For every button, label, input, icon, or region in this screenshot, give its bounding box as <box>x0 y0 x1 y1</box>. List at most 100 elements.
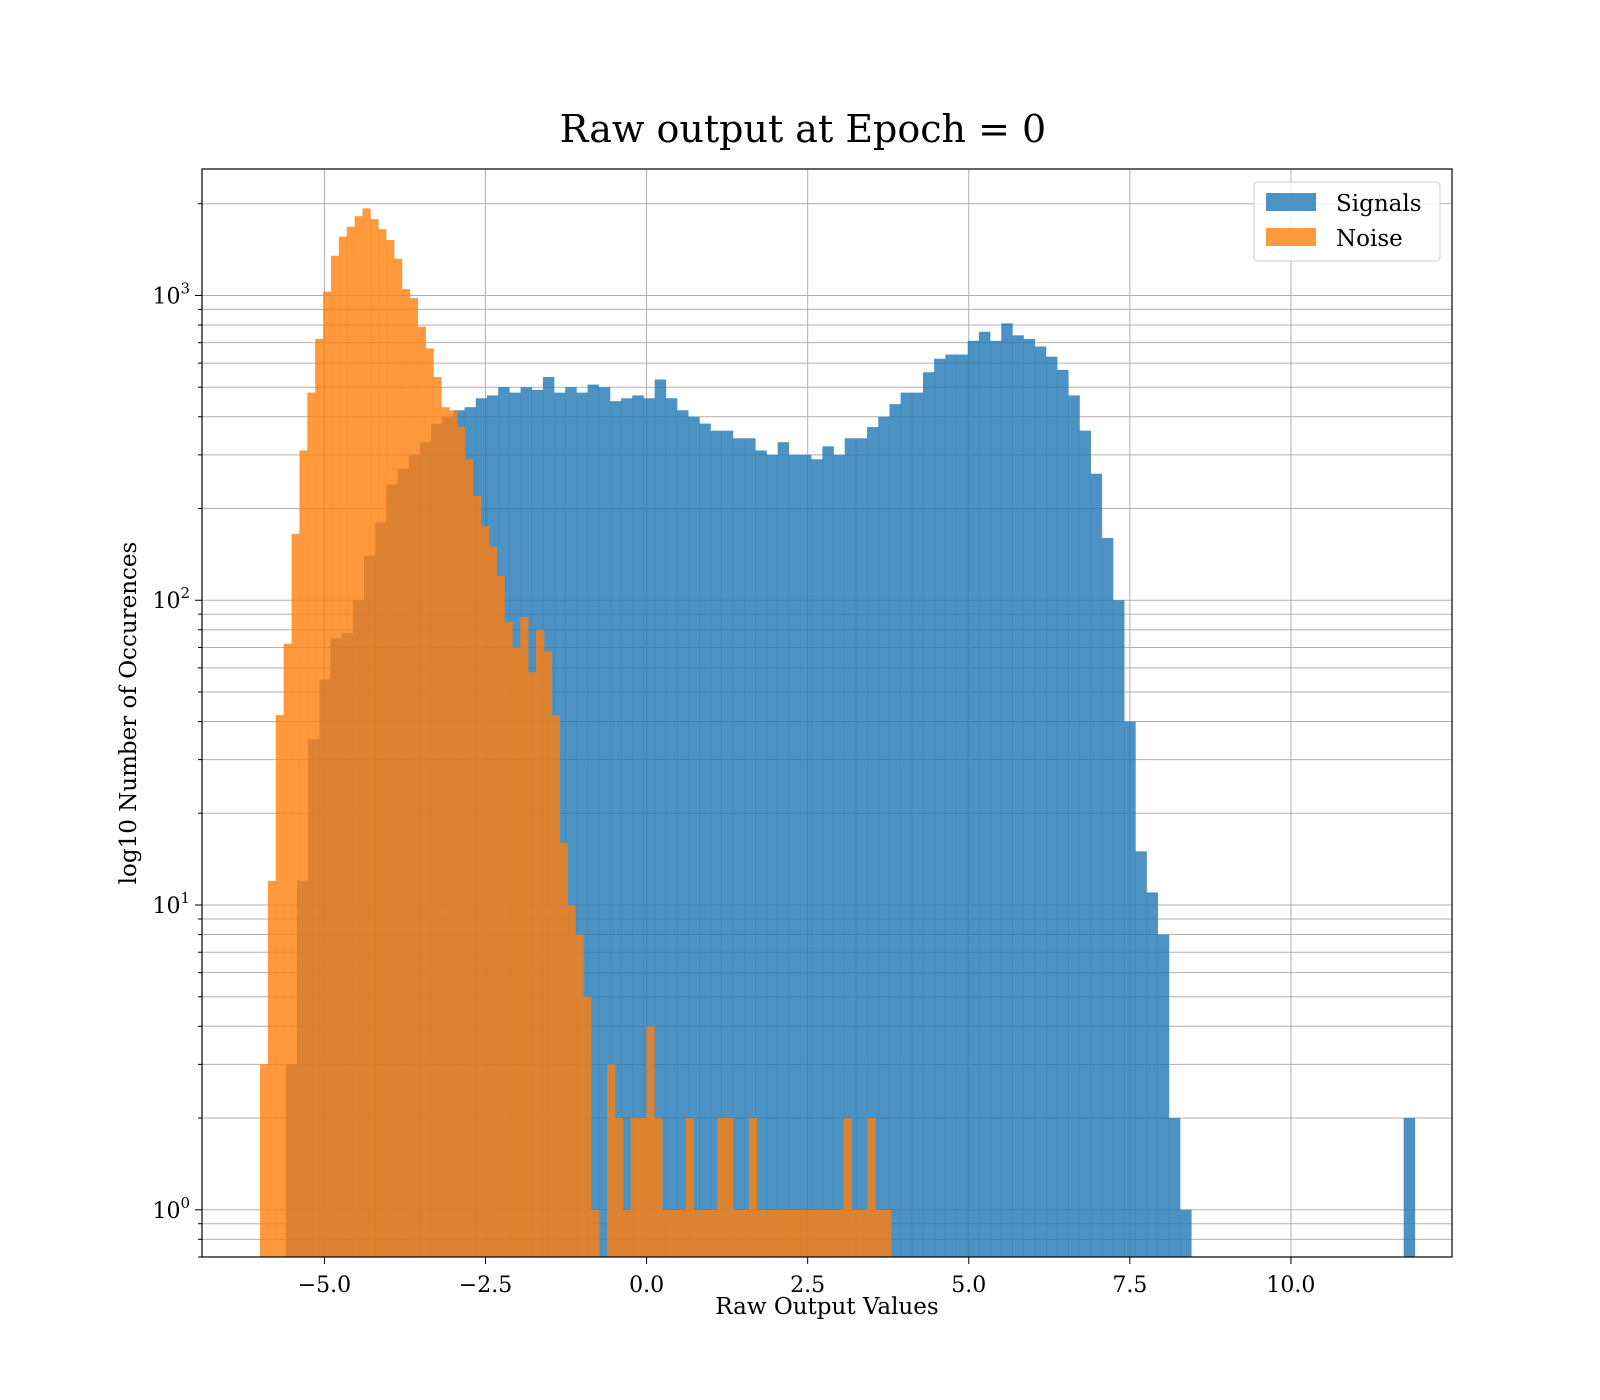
bar-noise <box>662 1209 671 1257</box>
bar-noise <box>693 1209 702 1257</box>
bar-noise <box>630 1118 639 1257</box>
bar-noise <box>827 1209 837 1257</box>
bar-noise <box>567 905 576 1257</box>
bar-signals <box>598 387 611 1258</box>
bar-signals <box>1045 356 1058 1257</box>
bar-signals <box>867 427 879 1257</box>
bar-noise <box>425 348 434 1257</box>
bar-noise <box>733 1209 742 1257</box>
bar-signals <box>1034 346 1047 1257</box>
bar-signals <box>900 392 913 1257</box>
bar-signals <box>1090 473 1103 1257</box>
bar-noise <box>804 1209 813 1257</box>
bar-signals <box>665 398 678 1257</box>
bar-signals <box>688 416 700 1257</box>
bar-signals <box>643 398 655 1257</box>
bar-noise <box>677 1209 687 1257</box>
bar-signals <box>911 392 924 1257</box>
bar-signals <box>587 384 600 1258</box>
bar-noise <box>472 495 482 1257</box>
bar-noise <box>622 1209 631 1257</box>
bar-noise <box>480 526 490 1257</box>
bar-noise <box>275 715 284 1257</box>
bar-signals <box>1157 934 1170 1257</box>
bar-signals <box>654 379 667 1258</box>
bar-noise <box>417 326 426 1257</box>
x-tick-label: 10.0 <box>1266 1273 1315 1298</box>
bar-signals <box>978 331 991 1257</box>
bar-noise <box>354 216 363 1258</box>
bar-noise <box>717 1118 726 1257</box>
bar-noise <box>788 1209 797 1257</box>
bar-noise <box>543 651 553 1257</box>
legend-label-noise: Noise <box>1336 226 1403 252</box>
bar-signals <box>766 454 778 1258</box>
x-axis-label: Raw Output Values <box>715 1294 938 1320</box>
bar-noise <box>512 647 521 1257</box>
chart-title: Raw output at Epoch = 0 <box>560 107 1046 151</box>
legend-swatch-signals <box>1266 193 1316 211</box>
bar-noise <box>457 427 466 1257</box>
bar-signals <box>609 401 622 1257</box>
bar-noise <box>867 1118 876 1257</box>
bar-noise <box>670 1209 679 1257</box>
bar-signals <box>721 430 734 1257</box>
bar-noise <box>875 1209 884 1257</box>
bar-signals <box>699 423 711 1257</box>
bar-signals <box>621 398 633 1257</box>
bar-signals <box>632 395 644 1257</box>
x-tick-label: −2.5 <box>459 1273 512 1298</box>
y-tick-label: 103 <box>152 279 190 309</box>
bar-noise <box>386 240 395 1258</box>
bar-signals <box>1124 721 1136 1257</box>
bar-signals <box>1079 430 1091 1257</box>
y-axis-label: log10 Number of Occurences <box>116 542 142 885</box>
bar-signals <box>788 454 801 1258</box>
bar-signals <box>1101 538 1114 1257</box>
bar-noise <box>307 392 316 1257</box>
bar-noise <box>338 236 348 1257</box>
bar-signals <box>1001 323 1013 1257</box>
bar-signals <box>889 404 901 1258</box>
bar-noise <box>267 880 277 1257</box>
series-noise <box>259 208 892 1258</box>
bar-noise <box>465 459 474 1257</box>
bar-signals <box>777 442 790 1258</box>
bar-noise <box>575 934 584 1257</box>
bar-signals <box>1057 369 1069 1257</box>
bar-noise <box>583 996 592 1257</box>
bar-signals <box>744 438 756 1257</box>
bar-signals <box>1068 395 1080 1257</box>
bar-noise <box>291 533 300 1257</box>
bar-noise <box>330 255 340 1257</box>
x-tick-label: −5.0 <box>298 1273 351 1298</box>
bar-noise <box>685 1118 695 1257</box>
bar-noise <box>812 1209 821 1257</box>
bar-signals <box>811 459 823 1257</box>
bar-noise <box>299 450 308 1258</box>
bar-noise <box>433 377 442 1258</box>
bar-noise <box>654 1118 663 1257</box>
bar-signals <box>755 450 767 1258</box>
bar-noise <box>449 410 458 1257</box>
bar-noise <box>559 842 568 1257</box>
y-tick-label: 102 <box>152 584 190 614</box>
bar-noise <box>409 298 419 1257</box>
bar-signals <box>1023 338 1036 1257</box>
bar-signals <box>1146 892 1159 1257</box>
bar-signals <box>934 358 946 1257</box>
bar-signals <box>956 354 968 1257</box>
bar-noise <box>756 1209 766 1257</box>
bar-noise <box>378 229 387 1258</box>
bar-noise <box>701 1209 710 1257</box>
bar-noise <box>638 1118 647 1257</box>
bar-noise <box>496 576 505 1257</box>
bar-noise <box>764 1209 773 1257</box>
bar-noise <box>346 226 355 1257</box>
bar-signals <box>1135 851 1147 1257</box>
bar-signals <box>1012 335 1024 1258</box>
bar-noise <box>488 546 497 1257</box>
y-tick-label: 100 <box>152 1194 190 1224</box>
bar-noise <box>362 208 371 1257</box>
